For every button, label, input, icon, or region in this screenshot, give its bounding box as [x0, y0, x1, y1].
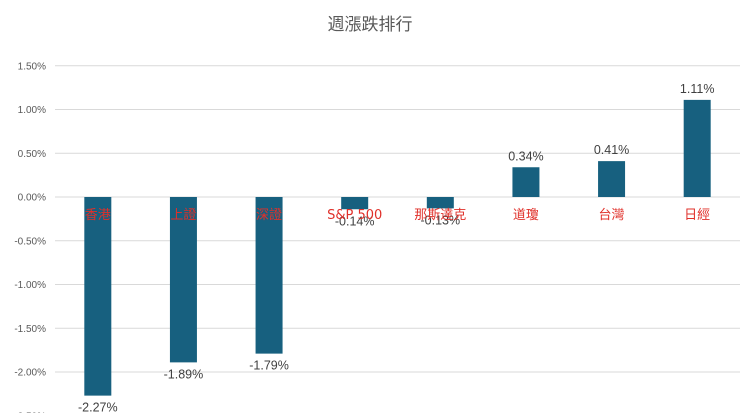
y-tick-label: -1.50% — [14, 324, 46, 335]
category-label: 深證 — [256, 207, 282, 223]
y-tick-label: -0.50% — [14, 236, 46, 247]
y-tick-label: 0.00% — [18, 193, 46, 204]
data-label: -0.13% — [421, 213, 461, 227]
bar — [255, 197, 283, 354]
category-label: 日經 — [684, 208, 710, 223]
category-label: 道瓊 — [513, 208, 539, 223]
category-label: 那斯達克 — [414, 208, 466, 223]
bar — [426, 197, 454, 209]
y-tick-label: 1.00% — [18, 105, 46, 116]
category-label: 上證 — [170, 207, 196, 223]
bar — [84, 197, 112, 396]
chart-title: 週漲跌排行 — [327, 15, 413, 35]
bar — [341, 197, 369, 210]
y-tick-label: -2.50% — [14, 411, 46, 413]
category-label: 台灣 — [599, 208, 625, 223]
bar — [512, 167, 540, 197]
bar — [683, 99, 711, 197]
bar — [169, 197, 197, 363]
data-label: -1.89% — [164, 367, 204, 381]
y-tick-label: -2.00% — [14, 368, 46, 379]
y-tick-label: 1.50% — [18, 61, 46, 72]
data-label: 0.41% — [594, 143, 629, 157]
category-label: S&P 500 — [327, 208, 382, 223]
data-label: 1.11% — [680, 82, 715, 96]
bar — [598, 161, 626, 197]
data-label: 0.34% — [508, 149, 543, 163]
data-label: -0.14% — [335, 214, 375, 228]
data-label: -1.79% — [249, 359, 289, 373]
y-tick-label: 0.50% — [18, 149, 46, 160]
data-label: -2.27% — [78, 401, 118, 413]
category-label: 香港 — [85, 208, 111, 223]
y-tick-label: -1.00% — [14, 280, 46, 291]
